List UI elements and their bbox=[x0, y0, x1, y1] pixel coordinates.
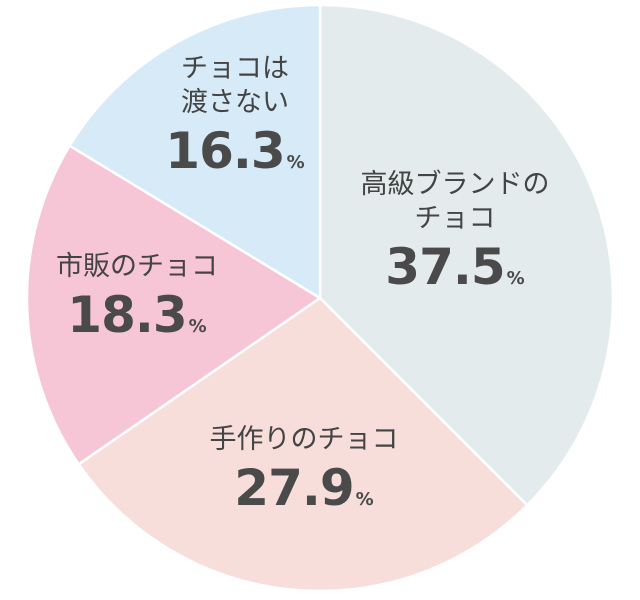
slice-no-chocolate bbox=[68, 3, 322, 300]
category-label: 市販のチョコ bbox=[56, 251, 218, 282]
value-number: 16.3 bbox=[165, 122, 285, 180]
slice-handmade bbox=[77, 296, 529, 593]
category-label: チョコは bbox=[180, 53, 289, 84]
slice-label-store-bought: 市販のチョコ 18.3% bbox=[56, 250, 218, 356]
value-unit: % bbox=[188, 316, 207, 337]
value-unit: % bbox=[506, 268, 525, 289]
slice-label-no-chocolate: チョコは 渡さない 16.3% bbox=[165, 52, 304, 192]
value-number: 27.9 bbox=[234, 459, 354, 517]
category-label: 渡さない bbox=[180, 87, 289, 118]
slice-label-luxury-brand: 高級ブランドの チョコ 37.5% bbox=[361, 168, 550, 308]
value-unit: % bbox=[355, 489, 374, 510]
slice-store-bought bbox=[25, 144, 322, 466]
value-label: 27.9% bbox=[210, 459, 399, 529]
value-label: 37.5% bbox=[361, 238, 550, 308]
value-label: 16.3% bbox=[165, 122, 304, 192]
category-label: 高級ブランドの bbox=[360, 169, 550, 200]
value-unit: % bbox=[286, 152, 305, 173]
value-number: 37.5 bbox=[385, 238, 505, 296]
category-label: チョコ bbox=[414, 203, 496, 234]
slice-label-handmade: 手作りのチョコ 27.9% bbox=[210, 423, 399, 529]
value-label: 18.3% bbox=[56, 286, 218, 356]
slice-luxury-brand bbox=[318, 3, 615, 507]
value-number: 18.3 bbox=[67, 286, 187, 344]
category-label: 手作りのチョコ bbox=[209, 424, 399, 455]
